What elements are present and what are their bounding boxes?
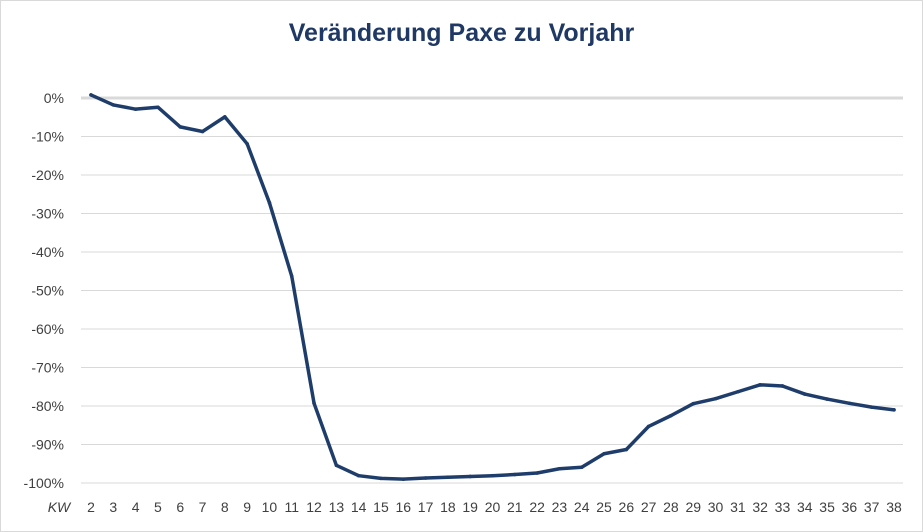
x-tick-label: 10 bbox=[262, 499, 278, 515]
series-line-group bbox=[89, 93, 896, 481]
data-point bbox=[423, 476, 428, 480]
data-point bbox=[691, 401, 696, 406]
x-tick-label: 32 bbox=[752, 499, 768, 515]
x-tick-label: 9 bbox=[243, 499, 251, 515]
x-tick-label: 34 bbox=[797, 499, 813, 515]
data-point bbox=[780, 384, 785, 388]
data-point bbox=[669, 413, 673, 418]
x-tick-label: 24 bbox=[574, 499, 590, 515]
y-tick-label: 0% bbox=[44, 90, 64, 106]
y-tick-label: -10% bbox=[31, 129, 64, 145]
x-tick-label: 3 bbox=[109, 499, 117, 515]
x-tick-label: 6 bbox=[176, 499, 184, 515]
data-point bbox=[111, 103, 116, 107]
x-tick-label: 5 bbox=[154, 499, 162, 515]
x-tick-label: 35 bbox=[819, 499, 835, 515]
data-point bbox=[892, 408, 896, 412]
data-point bbox=[713, 396, 718, 401]
data-point bbox=[468, 474, 472, 479]
y-tick-label: -30% bbox=[31, 206, 64, 222]
gridlines bbox=[81, 96, 903, 484]
x-tick-label: 13 bbox=[329, 499, 345, 515]
x-tick-label: 8 bbox=[221, 499, 229, 515]
x-tick-label: 12 bbox=[306, 499, 322, 515]
x-axis-ticks: 2 3 4 5 6 7 8 9 10 11 12 13 14 15 16 17 18 19 20 21 22 23 24 25… bbox=[87, 499, 902, 515]
data-point bbox=[223, 115, 227, 119]
x-tick-label: 38 bbox=[886, 499, 902, 515]
data-point bbox=[334, 463, 339, 468]
data-point bbox=[758, 383, 762, 387]
x-tick-label: 28 bbox=[663, 499, 679, 515]
data-point bbox=[267, 200, 272, 205]
data-point bbox=[401, 477, 406, 481]
data-point bbox=[178, 125, 183, 129]
x-tick-label: 33 bbox=[775, 499, 791, 515]
x-tick-label: 18 bbox=[440, 499, 456, 515]
data-point bbox=[802, 392, 807, 396]
y-tick-label: -90% bbox=[31, 437, 64, 453]
data-point bbox=[446, 475, 450, 480]
x-tick-label: 7 bbox=[199, 499, 207, 515]
x-tick-label: 19 bbox=[462, 499, 478, 515]
data-point bbox=[825, 397, 829, 401]
y-axis-ticks: 0% -10% -20% -30% -40% -50% -60% -70% -80% -90% -1… bbox=[24, 90, 64, 491]
data-point bbox=[312, 401, 316, 406]
data-point bbox=[289, 274, 294, 279]
data-point bbox=[602, 451, 606, 456]
data-point bbox=[513, 472, 517, 477]
x-tick-label: 37 bbox=[864, 499, 880, 515]
x-tick-label: 2 bbox=[87, 499, 95, 515]
x-tick-label: 16 bbox=[395, 499, 411, 515]
data-point bbox=[847, 401, 852, 406]
chart-title: Veränderung Paxe zu Vorjahr bbox=[288, 19, 635, 47]
x-tick-label: 11 bbox=[284, 499, 299, 515]
y-tick-label: -20% bbox=[31, 167, 64, 183]
data-point bbox=[624, 447, 629, 452]
x-tick-label: 20 bbox=[485, 499, 501, 515]
x-tick-label: 21 bbox=[507, 499, 523, 515]
data-point bbox=[356, 473, 361, 478]
y-tick-label: -60% bbox=[31, 321, 64, 337]
x-tick-label: 25 bbox=[596, 499, 612, 515]
data-point bbox=[535, 471, 539, 475]
x-tick-label: 36 bbox=[842, 499, 858, 515]
y-tick-label: -80% bbox=[31, 398, 64, 414]
x-tick-label: 4 bbox=[132, 499, 140, 515]
data-point bbox=[200, 129, 205, 134]
x-tick-label: 27 bbox=[641, 499, 657, 515]
data-point bbox=[557, 466, 562, 471]
x-tick-label: 17 bbox=[418, 499, 434, 515]
x-tick-label: 31 bbox=[730, 499, 746, 515]
data-point bbox=[89, 93, 93, 97]
data-point bbox=[646, 424, 651, 429]
data-point bbox=[736, 389, 740, 394]
x-axis-unit-label: KW bbox=[48, 499, 72, 515]
data-point bbox=[133, 107, 138, 111]
data-point bbox=[869, 405, 874, 409]
data-point bbox=[579, 465, 584, 470]
x-tick-label: 26 bbox=[619, 499, 635, 515]
x-tick-label: 14 bbox=[351, 499, 367, 515]
y-tick-label: -100% bbox=[24, 475, 64, 491]
x-tick-label: 15 bbox=[373, 499, 389, 515]
y-tick-label: -40% bbox=[31, 244, 64, 260]
y-tick-label: -70% bbox=[31, 360, 64, 376]
x-tick-label: 23 bbox=[552, 499, 568, 515]
data-point bbox=[490, 473, 495, 478]
x-tick-label: 22 bbox=[529, 499, 545, 515]
data-point bbox=[156, 105, 160, 110]
x-tick-label: 30 bbox=[708, 499, 724, 515]
series-line bbox=[89, 93, 896, 481]
y-tick-label: -50% bbox=[31, 283, 64, 299]
x-tick-label: 29 bbox=[685, 499, 701, 515]
data-point bbox=[245, 142, 249, 146]
data-point bbox=[379, 476, 383, 481]
